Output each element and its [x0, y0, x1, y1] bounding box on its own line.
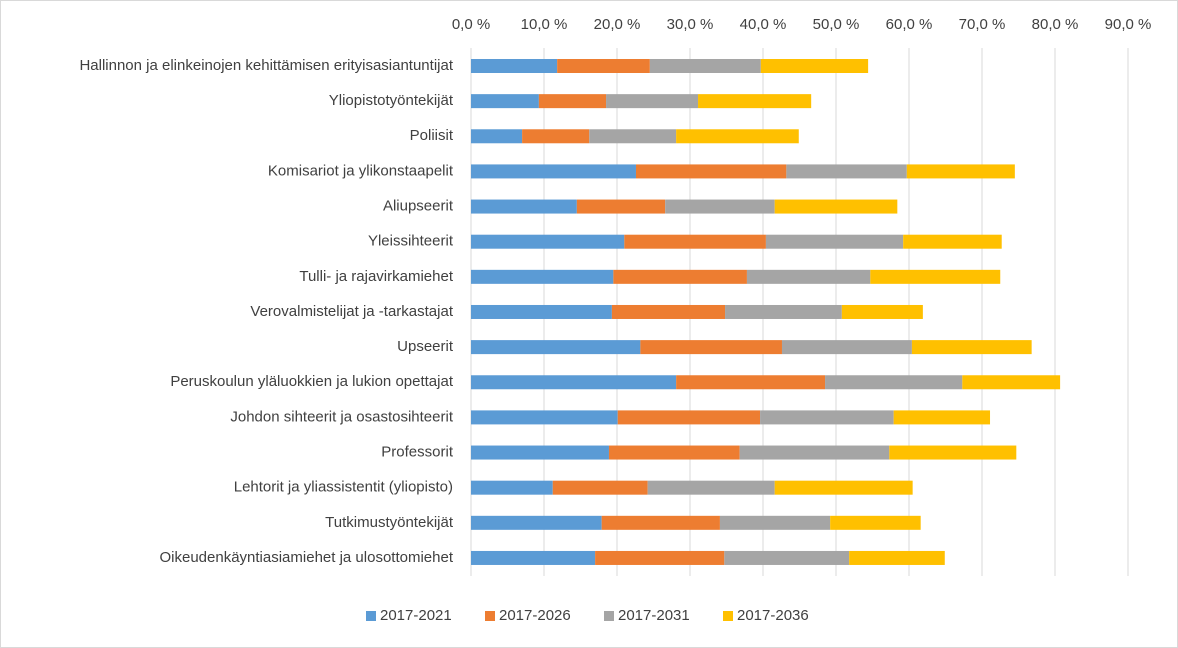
legend-swatch: [723, 611, 733, 621]
x-tick-label: 10,0 %: [521, 16, 568, 33]
bar-segment: [624, 234, 766, 249]
y-tick-label: Aliupseerit: [383, 198, 454, 215]
bar-segment: [725, 304, 842, 319]
bar-segment: [724, 550, 850, 565]
bar-segment: [617, 410, 761, 425]
bar-segment: [613, 269, 747, 284]
x-tick-label: 80,0 %: [1032, 16, 1079, 33]
bar-segment: [471, 269, 614, 284]
bar-segment: [962, 375, 1061, 390]
y-tick-label: Tulli- ja rajavirkamiehet: [299, 268, 453, 285]
bar-segment: [825, 375, 963, 390]
bar-segment: [471, 199, 577, 214]
bar-segment: [471, 59, 558, 73]
bar-segment: [471, 94, 539, 109]
bar-segment: [719, 515, 831, 530]
bar-segment: [841, 304, 923, 319]
bar-segment: [760, 410, 894, 425]
legend-label: 2017-2031: [618, 607, 690, 624]
legend-swatch: [604, 611, 614, 621]
bar-segment: [635, 164, 787, 179]
y-tick-label: Lehtorit ja yliassistentit (yliopisto): [234, 479, 453, 496]
bar-segment: [647, 480, 775, 495]
x-tick-label: 40,0 %: [740, 16, 787, 33]
bar-segment: [538, 94, 607, 109]
bar-segment: [774, 480, 913, 495]
y-tick-label: Peruskoulun yläluokkien ja lukion opetta…: [170, 373, 454, 390]
y-tick-label: Poliisit: [410, 127, 454, 144]
bar-segment: [698, 94, 812, 109]
y-tick-label: Hallinnon ja elinkeinojen kehittämisen e…: [79, 57, 453, 74]
legend-label: 2017-2036: [737, 607, 809, 624]
bar-segment: [774, 199, 898, 214]
bar-segment: [781, 340, 912, 355]
x-tick-label: 0,0 %: [452, 16, 490, 33]
bar-segment: [676, 129, 799, 144]
bar-segment: [903, 234, 1002, 249]
bar-segment: [786, 164, 907, 179]
bar-segment: [471, 410, 618, 425]
bar-segment: [640, 340, 782, 355]
y-tick-label: Upseerit: [397, 338, 454, 355]
x-tick-label: 50,0 %: [813, 16, 860, 33]
bar-segment: [557, 59, 650, 73]
bar-segment: [601, 515, 720, 530]
y-tick-label: Oikeudenkäyntiasiamiehet ja ulosottomieh…: [159, 549, 453, 566]
x-tick-label: 20,0 %: [594, 16, 641, 33]
bar-segment: [471, 550, 596, 565]
y-tick-label: Yleissihteerit: [368, 233, 454, 250]
x-tick-label: 60,0 %: [886, 16, 933, 33]
bar-segment: [471, 234, 625, 249]
bar-segment: [471, 340, 641, 355]
y-tick-label: Yliopistotyöntekijät: [329, 92, 454, 109]
bar-segment: [552, 480, 648, 495]
bar-segment: [676, 375, 826, 390]
legend-swatch: [485, 611, 495, 621]
bar-segment: [576, 199, 666, 214]
bar-segment: [849, 550, 945, 565]
bar-segment: [471, 164, 636, 179]
bar-segment: [889, 445, 1017, 460]
bar-segment: [589, 129, 677, 144]
y-tick-label: Tutkimustyöntekijät: [325, 514, 454, 531]
bar-segment: [611, 304, 726, 319]
y-tick-label: Johdon sihteerit ja osastosihteerit: [230, 408, 453, 425]
bar-segment: [739, 445, 890, 460]
bar-segment: [760, 59, 869, 73]
legend-swatch: [366, 611, 376, 621]
bar-segment: [608, 445, 740, 460]
y-tick-label: Komisariot ja ylikonstaapelit: [268, 162, 454, 179]
bar-segment: [471, 304, 612, 319]
bar-segment: [471, 129, 523, 144]
legend-label: 2017-2026: [499, 607, 571, 624]
bar-segment: [665, 199, 775, 214]
bar-segment: [606, 94, 699, 109]
legend-label: 2017-2021: [380, 607, 452, 624]
bar-segment: [830, 515, 921, 530]
bar-segment: [471, 445, 609, 460]
bar-segment: [765, 234, 904, 249]
bar-segment: [911, 340, 1032, 355]
bar-segment: [649, 59, 761, 73]
bar-segment: [471, 515, 602, 530]
y-tick-label: Verovalmistelijat ja -tarkastajat: [250, 303, 453, 320]
x-tick-label: 30,0 %: [667, 16, 714, 33]
bar-segment: [893, 410, 991, 425]
x-tick-label: 90,0 %: [1105, 16, 1152, 33]
bar-segment: [906, 164, 1015, 179]
bar-segment: [746, 269, 871, 284]
bar-segment: [595, 550, 725, 565]
bar-segment: [870, 269, 1001, 284]
bar-segment: [471, 375, 677, 390]
bar-segment: [522, 129, 590, 144]
x-tick-label: 70,0 %: [959, 16, 1006, 33]
y-tick-label: Professorit: [381, 444, 454, 461]
bar-segment: [471, 480, 553, 495]
